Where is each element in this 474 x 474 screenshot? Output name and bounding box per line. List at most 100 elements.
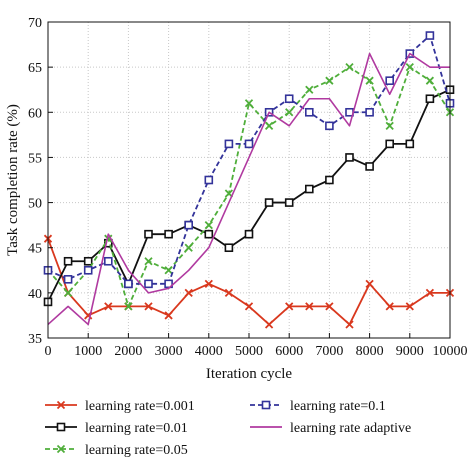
legend: learning rate=0.001 learning rate=0.01 lea… xyxy=(45,399,411,458)
x-tick-label: 8000 xyxy=(356,344,384,359)
data-point xyxy=(425,76,435,85)
data-point xyxy=(144,302,153,311)
x-tick-label: 4000 xyxy=(195,344,223,359)
data-point xyxy=(345,320,354,329)
data-point xyxy=(83,265,93,275)
data-point xyxy=(63,256,73,266)
series-4 xyxy=(47,52,450,326)
data-point xyxy=(285,302,294,311)
data-point xyxy=(164,266,173,275)
legend-swatch-marker xyxy=(56,422,66,432)
data-point xyxy=(244,302,254,311)
data-point xyxy=(385,139,395,149)
data-point xyxy=(63,275,73,284)
data-point xyxy=(264,320,274,329)
series-layer xyxy=(43,31,455,329)
data-point xyxy=(224,243,234,253)
data-point xyxy=(224,139,234,149)
data-point xyxy=(385,76,395,85)
x-axis-title: Iteration cycle xyxy=(206,366,293,382)
legend-label: learning rate=0.1 xyxy=(290,399,386,414)
data-point xyxy=(365,162,374,171)
data-point xyxy=(144,279,153,289)
legend-entry: learning rate adaptive xyxy=(250,421,411,436)
data-point xyxy=(144,229,153,239)
data-point xyxy=(305,302,314,311)
data-point xyxy=(104,302,113,311)
data-point xyxy=(345,63,354,72)
data-point xyxy=(365,279,374,288)
data-point xyxy=(425,94,435,104)
grid-lines xyxy=(47,21,451,339)
data-point xyxy=(285,108,294,117)
data-point xyxy=(405,139,415,149)
data-point xyxy=(244,229,254,239)
series-3 xyxy=(43,31,455,289)
y-axis-title: Task completion rate (%) xyxy=(5,104,21,256)
y-tick-label: 40 xyxy=(28,287,42,302)
data-point xyxy=(184,288,193,297)
data-point xyxy=(264,121,274,130)
data-point xyxy=(124,279,133,289)
data-point xyxy=(304,107,314,117)
x-tick-label: 10000 xyxy=(433,344,468,359)
y-tick-label: 35 xyxy=(28,332,42,347)
legend-entry: learning rate=0.01 xyxy=(45,421,188,436)
data-point xyxy=(244,139,254,149)
data-point xyxy=(224,288,234,297)
legend-label: learning rate adaptive xyxy=(290,421,411,436)
series-line xyxy=(47,52,450,326)
x-tick-label: 5000 xyxy=(235,344,263,359)
series-line xyxy=(47,34,451,285)
legend-swatch-marker xyxy=(56,444,66,454)
data-point xyxy=(325,76,334,85)
legend-entry: learning rate=0.001 xyxy=(45,399,195,414)
data-point xyxy=(304,184,314,194)
data-point xyxy=(204,221,213,230)
data-point xyxy=(405,63,414,72)
data-point xyxy=(284,94,294,104)
data-point xyxy=(365,76,374,85)
data-point xyxy=(385,302,394,311)
x-tick-label: 9000 xyxy=(396,344,424,359)
data-point xyxy=(164,311,173,320)
legend-swatch-marker xyxy=(56,400,66,410)
x-tick-label: 3000 xyxy=(155,344,183,359)
data-point xyxy=(204,229,214,239)
x-tick-label: 2000 xyxy=(114,344,142,359)
data-point xyxy=(124,302,133,311)
data-point xyxy=(365,107,374,117)
x-tick-label: 6000 xyxy=(275,344,303,359)
x-tick-label: 1000 xyxy=(74,344,102,359)
legend-entry: learning rate=0.1 xyxy=(250,399,386,414)
data-point xyxy=(425,31,435,40)
data-point xyxy=(345,153,354,162)
legend-label: learning rate=0.001 xyxy=(85,399,195,414)
data-point xyxy=(204,279,213,288)
data-point xyxy=(63,288,73,297)
legend-swatch-marker xyxy=(261,400,271,410)
data-point xyxy=(184,243,193,252)
y-tick-label: 50 xyxy=(28,197,42,212)
data-point xyxy=(104,256,113,266)
data-point xyxy=(264,198,274,207)
series-line xyxy=(47,238,450,326)
data-point xyxy=(325,175,334,185)
data-point xyxy=(284,198,294,207)
data-point xyxy=(83,256,93,266)
legend-entry: learning rate=0.05 xyxy=(45,443,188,458)
data-point xyxy=(405,302,414,311)
data-point xyxy=(164,229,173,239)
data-point xyxy=(425,288,435,297)
series-2 xyxy=(43,63,455,311)
series-line xyxy=(47,66,451,308)
data-point xyxy=(204,175,214,185)
plot-frame xyxy=(47,21,451,339)
y-tick-label: 45 xyxy=(28,242,42,257)
data-point xyxy=(385,121,394,130)
data-point xyxy=(184,220,193,230)
series-0 xyxy=(43,234,455,329)
y-tick-label: 70 xyxy=(28,16,42,31)
legend-label: learning rate=0.05 xyxy=(85,443,188,458)
